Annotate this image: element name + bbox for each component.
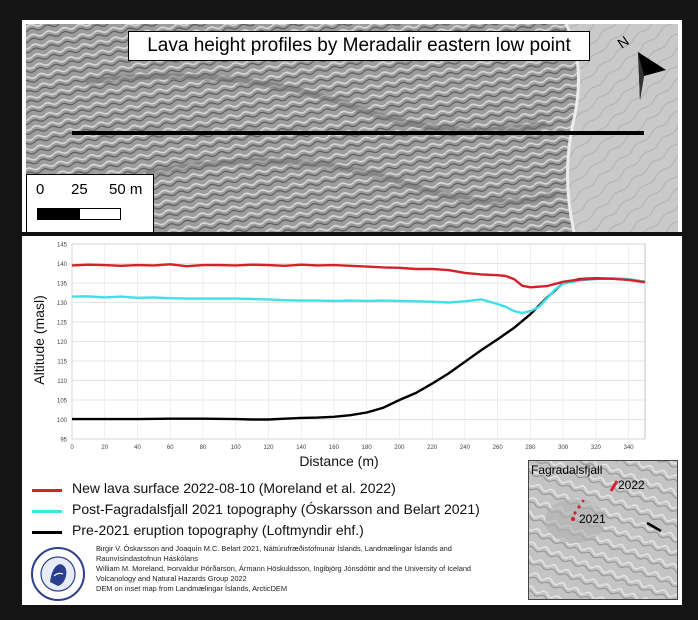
credit-line: DEM on inset map from Landmælingar Íslan…	[96, 584, 287, 593]
x-tick-label: 320	[591, 445, 602, 451]
legend-swatch-new-lava	[32, 489, 62, 492]
university-seal-logo	[31, 547, 85, 601]
inset-profile-marker	[646, 521, 662, 533]
y-tick-label: 145	[57, 243, 68, 249]
y-tick-label: 135	[57, 282, 68, 288]
chart-grid	[71, 243, 646, 440]
y-tick-label: 110	[57, 379, 67, 385]
x-axis-label: Distance (m)	[299, 453, 378, 469]
x-tick-label: 100	[231, 445, 242, 451]
north-arrow-icon	[638, 52, 666, 100]
legend-label-new-lava: New lava surface 2022-08-10 (Moreland et…	[72, 480, 396, 496]
y-tick-label: 115	[57, 360, 67, 366]
x-tick-label: 60	[167, 445, 174, 451]
y-tick-label: 105	[57, 399, 68, 405]
x-tick-label: 300	[558, 445, 569, 451]
x-tick-label: 340	[624, 445, 635, 451]
legend-item-pre-2021: Pre-2021 eruption topography (Loftmyndir…	[32, 522, 522, 542]
x-tick-label: 80	[200, 445, 207, 451]
scale-label-25: 25	[71, 181, 88, 198]
inset-2022-fissure	[609, 480, 619, 492]
y-axis-label: Altitude (masl)	[31, 295, 47, 384]
y-tick-label: 140	[57, 262, 68, 268]
legend-swatch-pre-2021	[32, 531, 62, 534]
credit-line: William M. Moreland, Þorvaldur Þórðarson…	[96, 564, 472, 573]
inset-map	[528, 460, 678, 600]
scale-label-50: 50 m	[109, 181, 143, 198]
x-tick-label: 160	[329, 445, 340, 451]
scale-label-0: 0	[36, 181, 45, 198]
y-tick-label: 100	[57, 418, 68, 424]
x-tick-label: 120	[263, 445, 274, 451]
y-tick-label: 120	[57, 340, 68, 346]
credit-line: Birgir V. Óskarsson and Joaquín M.C. Bel…	[96, 544, 452, 553]
map-title: Lava height profiles by Meradalir easter…	[128, 31, 590, 61]
chart-axes: 95 100 105 110 115 120 125 130 135 140 145 0 20 40 60 8…	[57, 243, 634, 452]
x-tick-label: 260	[493, 445, 504, 451]
credits-text: Birgir V. Óskarsson and Joaquín M.C. Bel…	[96, 544, 521, 594]
x-tick-label: 220	[427, 445, 438, 451]
x-tick-label: 180	[362, 445, 373, 451]
scale-segment-white	[79, 208, 121, 220]
series-line-post-2021	[71, 277, 646, 315]
x-tick-label: 280	[525, 445, 536, 451]
x-tick-label: 0	[70, 445, 74, 451]
chart-series	[71, 263, 646, 421]
x-tick-label: 40	[134, 445, 141, 451]
inset-label-2022: 2022	[618, 478, 645, 492]
credit-line: Raunvísindastofnun Háskólans	[96, 554, 198, 563]
x-tick-label: 20	[101, 445, 108, 451]
inset-title: Fagradalsfjall	[531, 463, 603, 477]
legend-swatch-post-2021	[32, 510, 62, 513]
x-tick-label: 140	[296, 445, 307, 451]
x-tick-label: 240	[460, 445, 471, 451]
x-tick-label: 200	[394, 445, 405, 451]
y-tick-label: 125	[57, 321, 68, 327]
inset-label-2021: 2021	[579, 512, 606, 526]
legend-item-post-2021: Post-Fagradalsfjall 2021 topography (Ósk…	[32, 501, 522, 521]
legend-label-pre-2021: Pre-2021 eruption topography (Loftmyndir…	[72, 522, 364, 538]
series-line-new-lava	[71, 263, 646, 289]
y-tick-label: 130	[57, 301, 68, 307]
inset-2021-vents	[571, 499, 585, 521]
legend-item-new-lava: New lava surface 2022-08-10 (Moreland et…	[32, 480, 522, 500]
panel-divider	[22, 232, 682, 236]
y-tick-label: 95	[60, 438, 67, 444]
credit-line: Volcanology and Natural Hazards Group 20…	[96, 574, 247, 583]
legend-label-post-2021: Post-Fagradalsfjall 2021 topography (Ósk…	[72, 501, 480, 517]
